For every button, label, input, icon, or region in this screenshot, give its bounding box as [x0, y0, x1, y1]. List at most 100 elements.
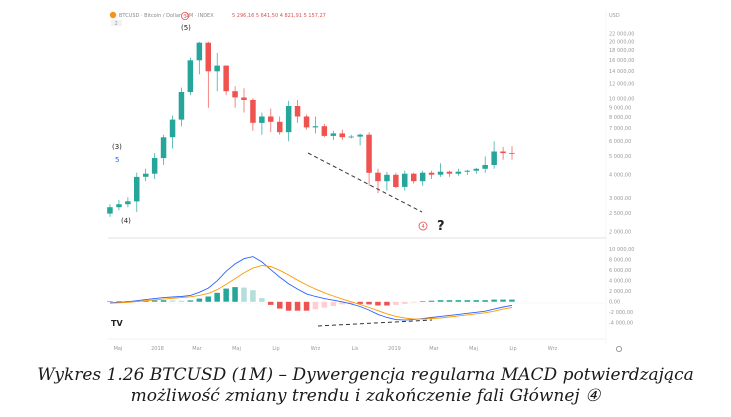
macd-tick-label: 10 000,00: [609, 247, 634, 253]
wave-question-mark: ?: [437, 219, 445, 234]
price-tick-label: 3 000,00: [609, 196, 631, 202]
macd-histogram-bar: [339, 301, 345, 305]
macd-histogram-bar: [357, 301, 363, 304]
price-tick-label: 18 000,00: [609, 48, 634, 54]
candle-body: [384, 174, 390, 182]
macd-histogram-bar: [509, 299, 515, 302]
time-tick-label: Wrz: [548, 346, 558, 352]
time-tick-label: 2019: [388, 346, 401, 352]
macd-histogram-bar: [419, 301, 426, 302]
wave-4-circle: [418, 221, 428, 231]
price-tick-label: 4 000,00: [609, 172, 631, 178]
figure-caption-text: możliwość zmiany trendu i zakończenie fa…: [130, 386, 580, 406]
price-tick-label: 2 000,00: [609, 230, 631, 236]
candle-body: [366, 134, 372, 173]
candle-body: [348, 136, 354, 138]
macd-histogram-bar: [151, 300, 158, 302]
candle-body: [464, 170, 471, 172]
figure-caption-line1: Wykres 1.26 BTCUSD (1M) – Dywergencja re…: [37, 365, 694, 385]
macd-histogram-bar: [232, 287, 238, 302]
candle-body: [241, 97, 247, 100]
candle-body: [143, 173, 149, 177]
wave-symbol: ④: [585, 386, 601, 406]
macd-histogram-bar: [241, 287, 247, 302]
currency-label[interactable]: USD: [609, 13, 620, 19]
interval-badge[interactable]: [111, 20, 122, 26]
macd-tick-label: 4 000,00: [609, 278, 631, 284]
candle-body: [134, 176, 140, 202]
candle-body: [232, 91, 238, 98]
candle-body: [196, 42, 203, 61]
candle-body: [303, 116, 310, 128]
candle-body: [160, 137, 167, 159]
macd-histogram-bar: [446, 300, 453, 302]
macd-histogram-bar: [196, 298, 203, 302]
price-tick-label: 5 000,00: [609, 154, 631, 160]
price-tick-label: 8 000,00: [609, 115, 631, 121]
macd-tick-label: 6 000,00: [609, 268, 631, 274]
macd-histogram-bar: [491, 299, 497, 302]
macd-histogram-bar: [473, 300, 479, 302]
candle-body: [393, 174, 399, 187]
candle-body: [428, 172, 435, 175]
signal-line: [109, 265, 513, 320]
macd-histogram-bar: [384, 301, 390, 306]
wave-label-4-circled: 4: [422, 224, 425, 230]
price-tick-label: 9 000,00: [609, 105, 631, 111]
macd-divergence-line: [317, 319, 433, 327]
candle-body: [491, 151, 497, 165]
macd-histogram-bar: [321, 301, 328, 308]
settings-gear-icon[interactable]: [616, 345, 623, 352]
price-divergence-line: [307, 152, 423, 213]
candle-body: [357, 134, 363, 137]
macd-histogram-bar: [366, 301, 372, 305]
macd-histogram-bar: [223, 288, 229, 302]
macd-histogram-bar: [169, 300, 176, 302]
candle-body: [187, 60, 194, 92]
price-tick-label: 14 000,00: [609, 69, 634, 75]
time-tick-label: Wrz: [311, 346, 321, 352]
candle-body: [259, 116, 265, 123]
time-tick-label: Mar: [192, 346, 202, 352]
macd-histogram-bar: [250, 290, 256, 302]
candle-body: [473, 168, 479, 171]
macd-histogram-bar: [214, 292, 220, 302]
candle-body: [375, 172, 381, 182]
symbol-title: BTCUSD · Bitcoin / Dollar · 1M · INDEX: [119, 13, 214, 19]
candle-body: [294, 106, 301, 117]
symbol-logo-icon: [109, 11, 117, 19]
macd-histogram-bar: [482, 300, 488, 302]
candle-body: [509, 153, 515, 154]
macd-histogram-bar: [277, 301, 283, 309]
price-tick-label: 6 000,00: [609, 139, 631, 145]
macd-histogram-bar: [259, 298, 265, 302]
tradingview-logo: TV: [111, 319, 123, 328]
macd-tick-label: 0,00: [609, 299, 620, 305]
price-tick-label: 10 000,00: [609, 97, 634, 103]
macd-histogram-bar: [143, 300, 149, 302]
macd-histogram-bar: [160, 300, 167, 302]
wave-label-3-circled: 3: [184, 14, 187, 20]
candle-body: [500, 151, 506, 154]
macd-line: [109, 256, 513, 321]
macd-histogram-bar: [428, 300, 435, 302]
time-tick-label: Maj: [232, 346, 241, 352]
candle-body: [321, 126, 328, 136]
wave-label-5-small: 5: [115, 156, 119, 164]
macd-histogram-bar: [268, 301, 274, 305]
macd-histogram-bar: [303, 301, 310, 311]
candle-body: [419, 172, 426, 182]
time-tick-label: Mar: [429, 346, 439, 352]
macd-histogram-bar: [312, 301, 319, 310]
time-tick-label: 2018: [151, 346, 164, 352]
macd-histogram-bar: [375, 301, 381, 306]
macd-histogram-bar: [116, 301, 122, 302]
price-tick-label: 2 500,00: [609, 211, 631, 217]
candle-body: [116, 204, 122, 208]
candle-body: [205, 42, 211, 72]
macd-histogram-bar: [107, 301, 113, 302]
candle-body: [437, 171, 444, 175]
candle-body: [455, 171, 462, 174]
wave-3-circle: [180, 11, 189, 20]
